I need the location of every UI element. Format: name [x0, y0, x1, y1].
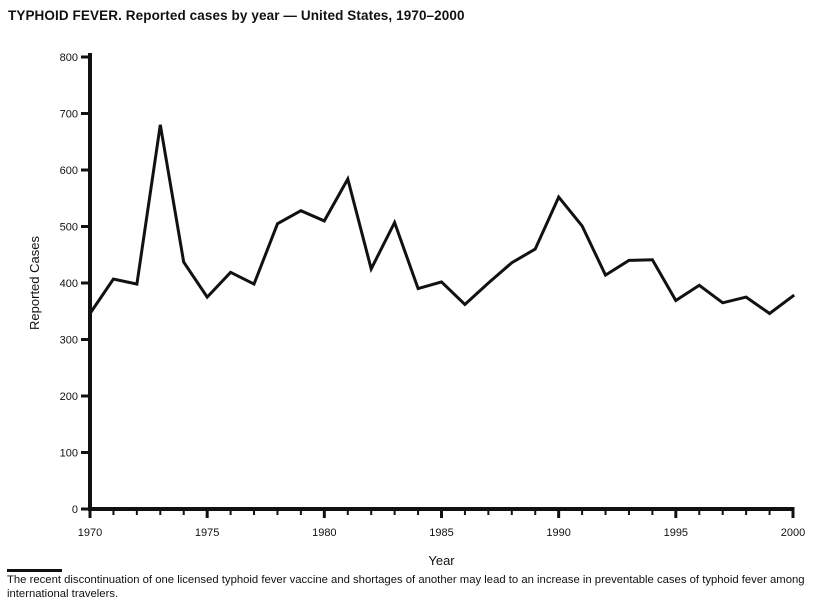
y-axis-tick-label: 800 [60, 52, 78, 64]
y-axis-tick-label: 500 [60, 222, 78, 234]
y-axis-tick-label: 0 [72, 504, 78, 516]
x-axis-tick-label: 1980 [312, 527, 336, 539]
reported-cases-line [87, 124, 796, 316]
y-axis-tick-label: 100 [60, 448, 78, 460]
footnote-text: The recent discontinuation of one licens… [7, 574, 805, 600]
x-axis-tick-label: 1995 [664, 527, 688, 539]
footnote-divider [7, 569, 62, 572]
x-axis-label: Year [428, 553, 455, 568]
chart-title: TYPHOID FEVER. Reported cases by year — … [8, 8, 465, 23]
y-axis-tick-label: 600 [60, 165, 78, 177]
x-axis-tick-label: 1985 [429, 527, 453, 539]
y-axis-tick-label: 200 [60, 391, 78, 403]
y-axis-tick-label: 700 [60, 109, 78, 121]
x-axis-tick-label: 1975 [195, 527, 219, 539]
y-axis-tick-label: 400 [60, 278, 78, 290]
y-axis-label: Reported Cases [27, 236, 42, 330]
x-axis-tick-label: 1970 [78, 527, 102, 539]
x-axis-tick-label: 2000 [781, 527, 805, 539]
x-axis-tick-label: 1990 [546, 527, 570, 539]
y-axis-tick-label: 300 [60, 335, 78, 347]
